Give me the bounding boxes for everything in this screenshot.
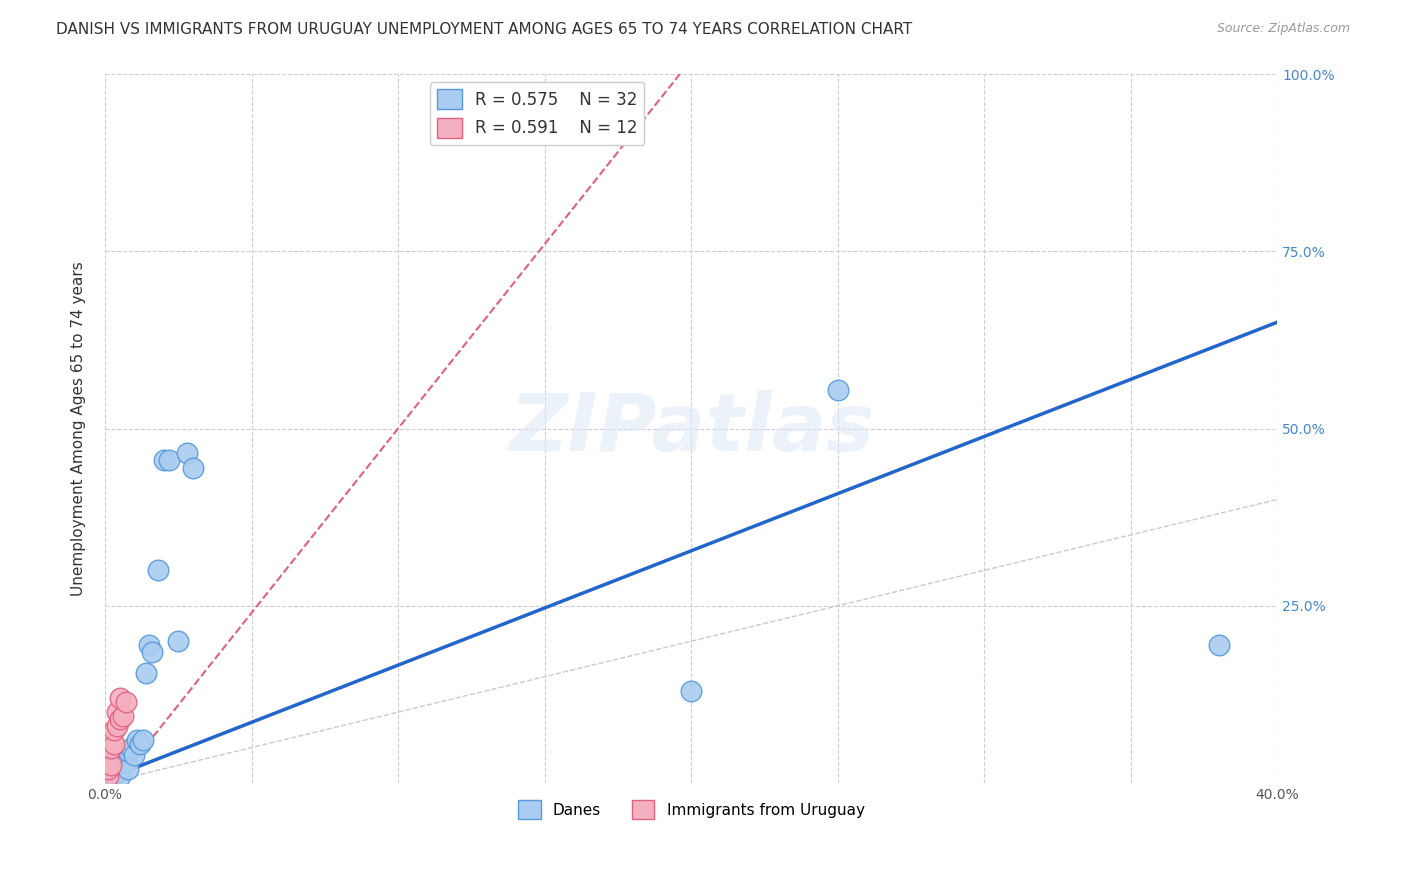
Point [135,666,157,681]
Point [103,769,125,783]
Point [105,758,128,772]
Point [97,765,120,780]
Point [114,755,136,769]
Point [681,684,703,698]
Point [167,634,190,648]
Point [97,772,120,787]
Point [176,446,198,460]
Point [100,762,122,776]
Point [1208,638,1230,652]
Point [141,645,163,659]
Point [111,747,134,762]
Point [105,705,128,719]
Point [108,712,131,726]
Point [105,719,128,733]
Point [100,758,122,772]
Point [103,723,125,737]
Point [129,737,152,751]
Point [114,694,136,708]
Point [127,733,149,747]
Point [124,747,146,762]
Point [108,755,131,769]
Point [103,737,125,751]
Point [100,769,122,783]
Point [827,383,849,397]
Point [117,744,139,758]
Point [152,453,174,467]
Point [159,453,181,467]
Point [146,563,169,577]
Point [138,638,160,652]
Point [105,765,128,780]
Text: DANISH VS IMMIGRANTS FROM URUGUAY UNEMPLOYMENT AMONG AGES 65 TO 74 YEARS CORRELA: DANISH VS IMMIGRANTS FROM URUGUAY UNEMPL… [56,22,912,37]
Text: ZIPatlas: ZIPatlas [509,390,873,467]
Legend: Danes, Immigrants from Uruguay: Danes, Immigrants from Uruguay [512,794,870,825]
Point [111,708,134,723]
Text: Source: ZipAtlas.com: Source: ZipAtlas.com [1216,22,1350,36]
Point [117,762,139,776]
Point [97,762,120,776]
Point [120,740,142,755]
Point [108,690,131,705]
Point [103,762,125,776]
Point [103,755,125,769]
Point [108,769,131,783]
Point [97,769,120,783]
Point [181,460,204,475]
Y-axis label: Unemployment Among Ages 65 to 74 years: Unemployment Among Ages 65 to 74 years [72,261,86,596]
Point [132,733,155,747]
Point [100,740,122,755]
